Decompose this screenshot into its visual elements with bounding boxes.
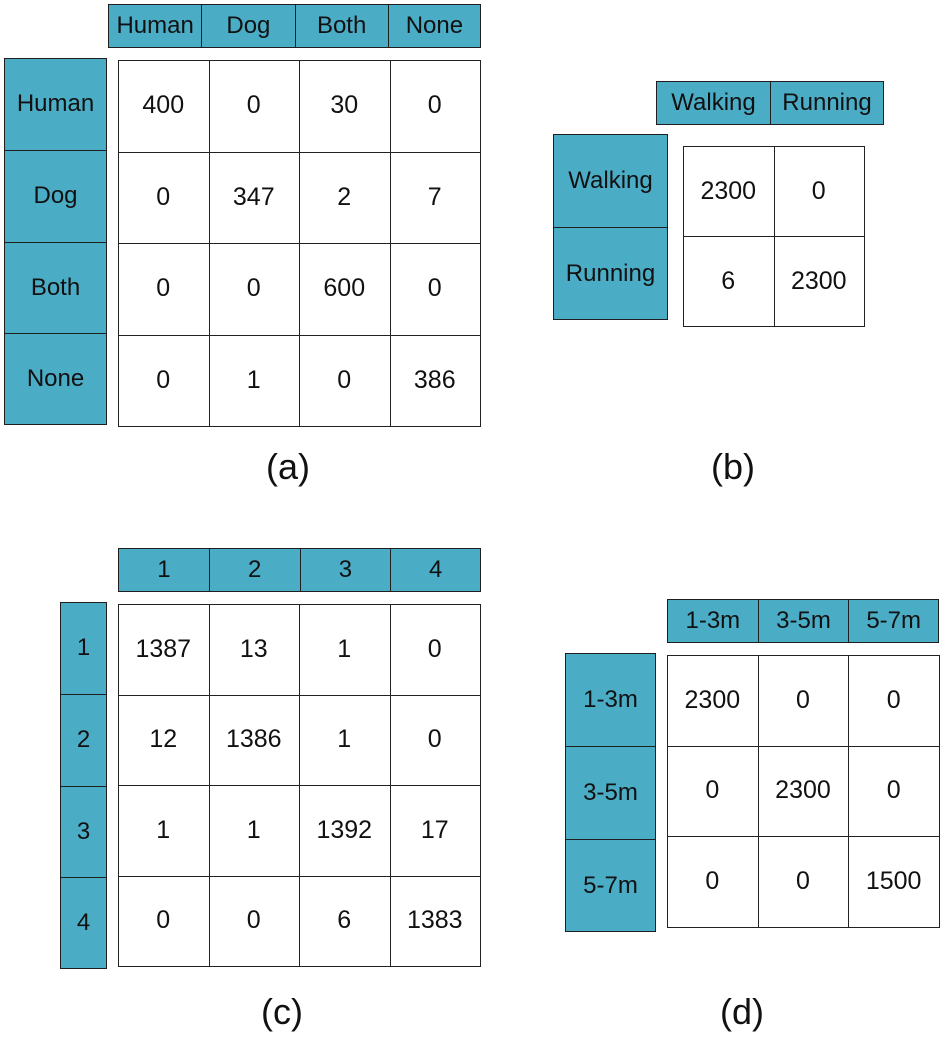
grid-line xyxy=(118,152,481,153)
grid-line xyxy=(118,966,481,967)
matrix-cell: 2300 xyxy=(773,236,864,326)
row-header: 1-3m xyxy=(565,653,656,747)
grid-line xyxy=(118,604,481,605)
panel-caption: (d) xyxy=(720,991,764,1032)
column-header: 5-7m xyxy=(848,599,939,643)
panel-caption: (a) xyxy=(266,446,310,487)
matrix-cell: 1383 xyxy=(389,875,480,966)
column-header: 1 xyxy=(118,548,210,592)
matrix-cell: 7 xyxy=(389,151,480,243)
matrix-cell: 1392 xyxy=(299,785,390,876)
matrix-cell: 1 xyxy=(208,785,299,876)
matrix-cell: 0 xyxy=(848,655,939,746)
matrix-cell: 0 xyxy=(848,745,939,837)
matrix-cell: 600 xyxy=(299,243,390,335)
matrix-cell: 0 xyxy=(757,655,849,746)
matrix-cell: 0 xyxy=(118,334,209,426)
column-header: 3 xyxy=(299,548,392,592)
matrix-cell: 0 xyxy=(389,604,480,695)
matrix-cell: 2300 xyxy=(683,146,774,236)
column-header: None xyxy=(387,4,481,48)
column-header: 1-3m xyxy=(667,599,759,643)
row-header: Both xyxy=(4,241,107,335)
matrix-cell: 0 xyxy=(757,836,849,927)
grid-line xyxy=(118,876,481,877)
grid-line xyxy=(758,655,759,928)
matrix-cell: 12 xyxy=(118,694,209,785)
grid-line xyxy=(118,60,481,61)
row-header: Running xyxy=(553,227,668,320)
matrix-cell: 6 xyxy=(683,236,774,326)
column-header: 4 xyxy=(390,548,481,592)
matrix-cell: 0 xyxy=(118,151,209,243)
grid-line xyxy=(667,655,668,928)
column-header: Human xyxy=(108,4,203,48)
row-header: 2 xyxy=(60,693,107,787)
grid-line xyxy=(667,655,940,656)
matrix-cell: 1500 xyxy=(848,836,939,927)
matrix-cell: 0 xyxy=(118,243,209,335)
matrix-cell: 0 xyxy=(773,146,864,236)
matrix-cell: 1 xyxy=(299,604,390,695)
matrix-cell: 386 xyxy=(389,334,480,426)
row-header: Human xyxy=(4,58,107,151)
matrix-cell: 1387 xyxy=(118,604,209,695)
grid-line xyxy=(683,326,865,327)
row-header: 4 xyxy=(60,877,107,969)
grid-line xyxy=(848,655,849,928)
matrix-cell: 0 xyxy=(667,745,758,837)
grid-line xyxy=(118,335,481,336)
matrix-cell: 400 xyxy=(118,60,209,152)
matrix-cell: 6 xyxy=(299,875,390,966)
row-header: 5-7m xyxy=(565,839,656,932)
matrix-cell: 2300 xyxy=(667,655,758,746)
matrix-cell: 0 xyxy=(389,243,480,335)
matrix-cell: 30 xyxy=(299,60,390,152)
grid-line xyxy=(939,655,940,928)
column-header: 3-5m xyxy=(757,599,850,643)
column-header: Running xyxy=(770,81,884,125)
row-header: Walking xyxy=(553,134,668,228)
grid-line xyxy=(667,836,940,837)
grid-line xyxy=(118,695,481,696)
matrix-cell: 0 xyxy=(389,694,480,785)
column-header: 2 xyxy=(208,548,301,592)
grid-line xyxy=(683,146,865,147)
column-header: Walking xyxy=(656,81,771,125)
grid-line xyxy=(667,746,940,747)
matrix-cell: 0 xyxy=(208,875,299,966)
matrix-cell: 1 xyxy=(118,785,209,876)
matrix-cell: 347 xyxy=(208,151,299,243)
matrix-cell: 0 xyxy=(389,60,480,152)
grid-line xyxy=(667,927,940,928)
grid-line xyxy=(118,426,481,427)
row-header: Dog xyxy=(4,149,107,243)
row-header: 3 xyxy=(60,785,107,879)
column-header: Dog xyxy=(201,4,296,48)
grid-line xyxy=(118,243,481,244)
column-header: Both xyxy=(294,4,389,48)
row-header: 1 xyxy=(60,602,107,695)
matrix-cell: 1 xyxy=(208,334,299,426)
row-header: None xyxy=(4,333,107,425)
row-header: 3-5m xyxy=(565,746,656,840)
grid-line xyxy=(683,236,865,237)
matrix-cell: 17 xyxy=(389,785,480,876)
matrix-cell: 0 xyxy=(208,60,299,152)
matrix-cell: 2 xyxy=(299,151,390,243)
grid-line xyxy=(118,785,481,786)
matrix-cell: 0 xyxy=(118,875,209,966)
matrix-cell: 1386 xyxy=(208,694,299,785)
matrix-cell: 0 xyxy=(208,243,299,335)
matrix-cell: 0 xyxy=(299,334,390,426)
matrix-cell: 13 xyxy=(208,604,299,695)
panel-caption: (b) xyxy=(711,446,755,487)
matrix-cell: 0 xyxy=(667,836,758,927)
matrix-cell: 1 xyxy=(299,694,390,785)
panel-caption: (c) xyxy=(261,991,303,1032)
matrix-cell: 2300 xyxy=(757,745,849,837)
